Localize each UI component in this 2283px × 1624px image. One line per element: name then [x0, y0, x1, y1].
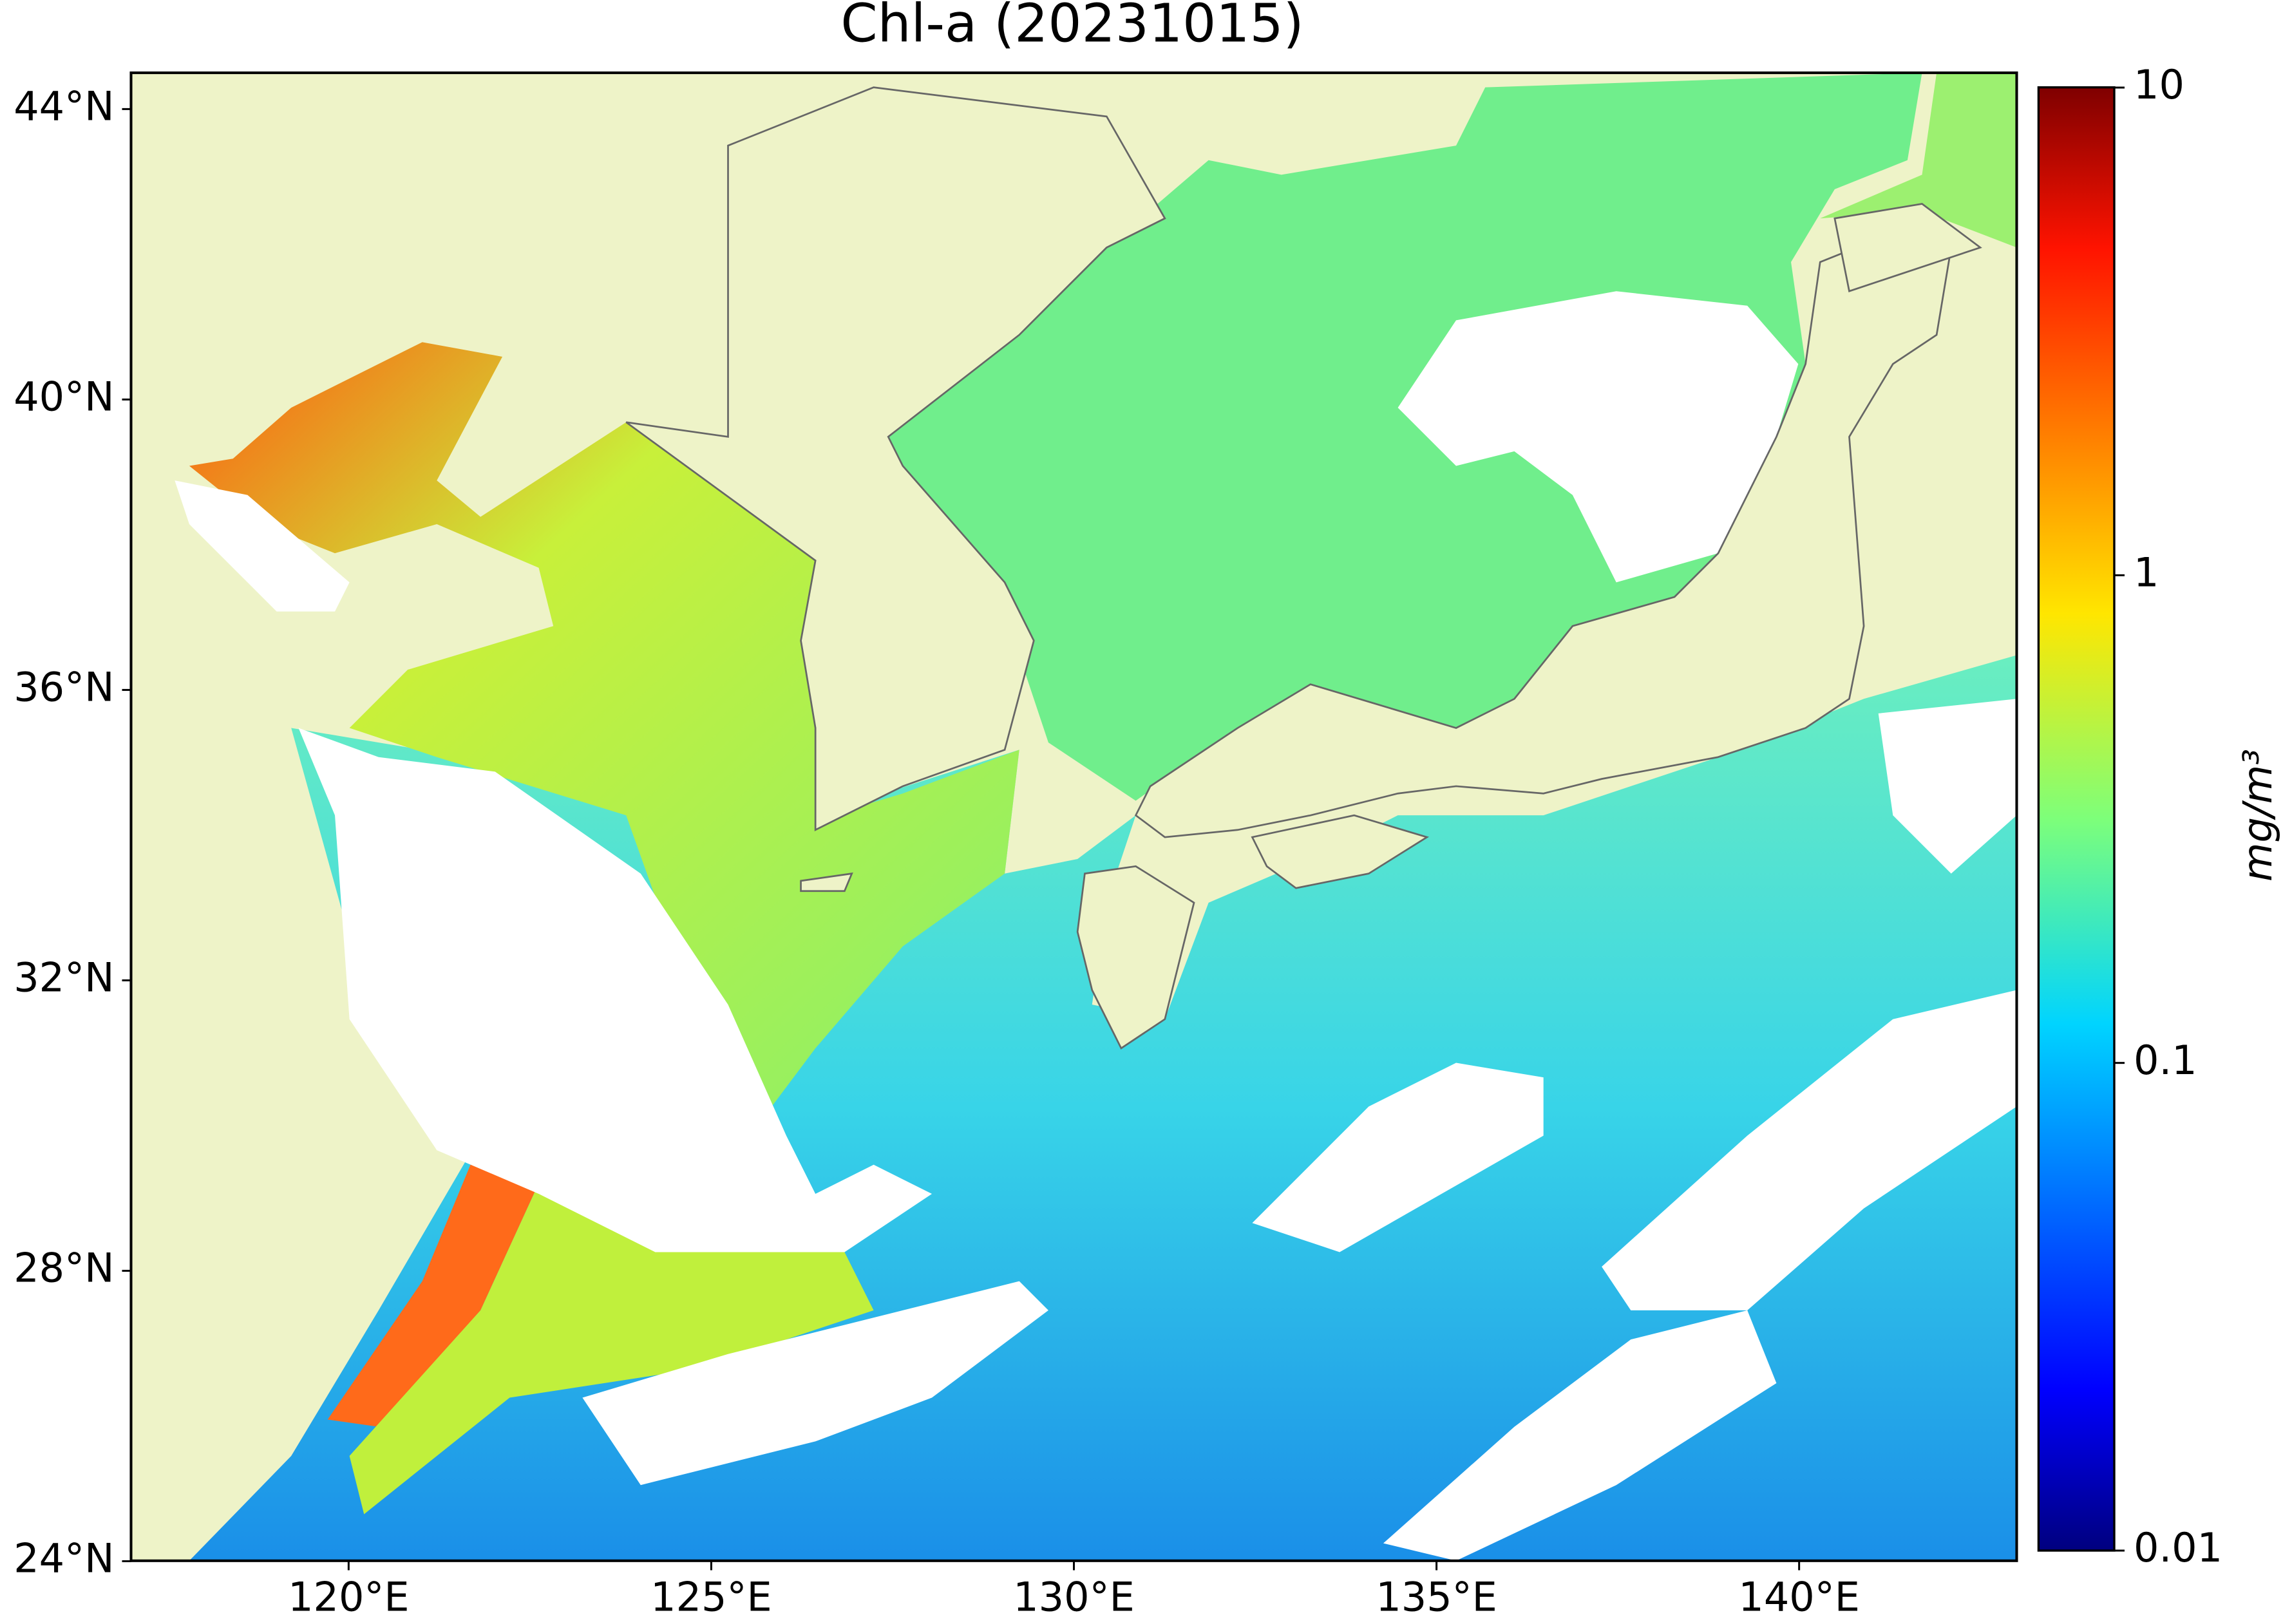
colorbar — [2037, 86, 2116, 1552]
colorbar-label: mg/m³ — [2234, 749, 2281, 882]
y-tick-label: 24°N — [14, 1535, 114, 1582]
ocean-okhotsk — [1820, 73, 2017, 248]
ocean-yellow-sea — [189, 342, 1019, 1107]
x-tick-label: 130°E — [1013, 1574, 1135, 1621]
coastlines — [625, 86, 1982, 1050]
colorbar-tick-label: 0.01 — [2134, 1524, 2222, 1571]
colorbar-tick-label: 0.1 — [2134, 1037, 2197, 1084]
y-tick-label: 36°N — [14, 664, 114, 711]
x-tick-label: 125°E — [650, 1574, 772, 1621]
colorbar-tick-label: 1 — [2134, 549, 2159, 596]
map-frame — [129, 71, 2018, 1562]
y-tick-label: 44°N — [14, 82, 114, 129]
ocean-sea-of-japan — [888, 73, 1922, 801]
map-layers — [131, 73, 2017, 1561]
x-tick-label: 135°E — [1376, 1574, 1497, 1621]
colorbar-tick-label: 10 — [2134, 61, 2184, 108]
y-tick-label: 28°N — [14, 1245, 114, 1292]
map-area — [129, 71, 2116, 1562]
map-title: Chl-a (20231015) — [840, 0, 1303, 54]
y-tick-label: 40°N — [14, 373, 114, 420]
x-tick-label: 140°E — [1738, 1574, 1860, 1621]
cloud-mask — [175, 291, 2017, 1561]
y-tick-label: 32°N — [14, 954, 114, 1001]
x-tick-label: 120°E — [288, 1574, 410, 1621]
